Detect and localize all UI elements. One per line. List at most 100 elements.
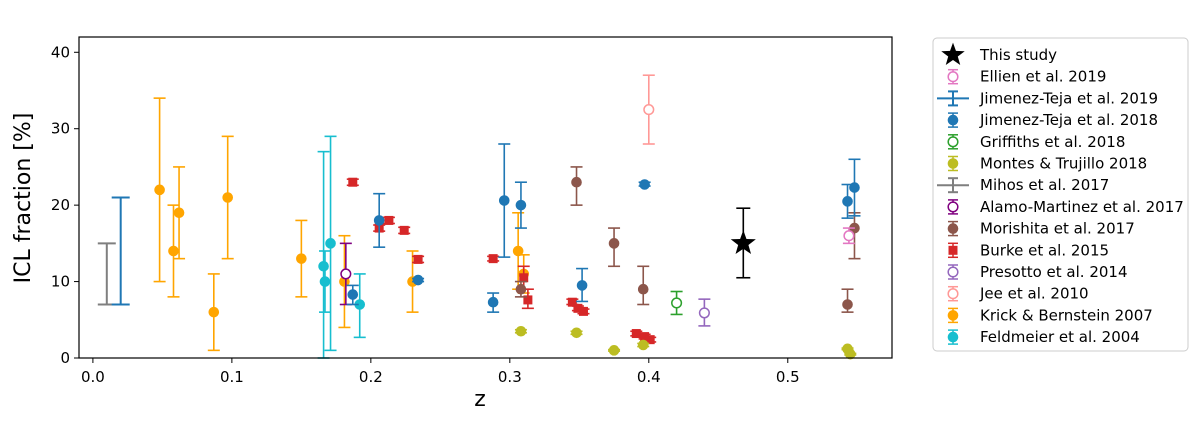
y-tick-label: 10 — [51, 273, 70, 291]
legend-marker — [947, 266, 959, 278]
x-axis: 0.0 0.1 0.2 0.3 0.4 0.5 — [81, 358, 800, 386]
legend-label: Morishita et al. 2017 — [980, 220, 1135, 238]
data-point — [512, 245, 524, 257]
legend-marker — [947, 158, 959, 169]
legend-entry-burke-et-al-2015: Burke et al. 2015 — [948, 241, 1109, 259]
legend-entry-morishita-et-al-2017: Morishita et al. 2017 — [947, 220, 1135, 238]
legend-marker — [947, 114, 959, 126]
legend-label: Mihos et al. 2017 — [980, 176, 1109, 194]
data-point — [608, 238, 620, 249]
data-point — [347, 289, 359, 300]
x-tick-label: 0.2 — [359, 368, 383, 386]
data-point — [413, 254, 423, 264]
legend-box — [932, 37, 1189, 352]
data-point — [296, 253, 307, 264]
series-jimenez-teja-et-al-2019 — [111, 196, 130, 306]
data-point — [845, 348, 856, 360]
data-point — [318, 260, 329, 272]
legend-entry-alamo-martinez-et-al-2017: Alamo-Martinez et al. 2017 — [947, 198, 1184, 216]
data-point — [567, 297, 577, 307]
legend-marker — [947, 310, 959, 321]
data-point — [384, 215, 394, 225]
data-point — [168, 245, 179, 257]
data-point — [571, 176, 582, 188]
data-point — [154, 184, 165, 196]
legend-entry-mihos-et-al-2017: Mihos et al. 2017 — [937, 176, 1109, 194]
legend-label: Krick & Bernstein 2007 — [980, 306, 1153, 324]
data-point — [515, 199, 527, 211]
series-griffiths-et-al-2018 — [670, 290, 683, 316]
data-point — [399, 225, 409, 235]
data-point — [578, 306, 588, 316]
data-point — [698, 307, 710, 319]
legend-entry-griffiths-et-al-2018: Griffiths et al. 2018 — [947, 133, 1125, 151]
legend-entry-ellien-et-al-2019: Ellien et al. 2019 — [947, 68, 1106, 86]
data-point — [523, 295, 533, 305]
plot-marks — [97, 74, 861, 360]
y-tick-label: 30 — [51, 120, 70, 138]
legend-marker — [947, 201, 959, 213]
x-axis-title: z — [474, 387, 486, 412]
data-point — [519, 273, 529, 283]
series-burke-et-al-2015 — [346, 177, 657, 345]
data-point — [515, 325, 527, 337]
series-jee-et-al-2010 — [642, 74, 655, 145]
legend-marker — [947, 288, 959, 300]
series-morishita-et-al-2017 — [514, 166, 861, 313]
legend-marker — [947, 71, 959, 83]
data-point — [412, 274, 424, 286]
data-point — [515, 283, 527, 295]
legend-entry-jimenez-teja-et-al-2018: Jimenez-Teja et al. 2018 — [947, 111, 1158, 129]
data-point — [643, 104, 655, 116]
data-point — [730, 230, 756, 255]
x-tick-label: 0.4 — [637, 368, 661, 386]
legend-entry-jee-et-al-2010: Jee et al. 2010 — [947, 285, 1089, 303]
data-point — [576, 280, 588, 291]
legend-label: Alamo-Martinez et al. 2017 — [980, 198, 1184, 216]
data-point — [849, 182, 860, 193]
legend-label: Montes & Trujillo 2018 — [980, 155, 1147, 173]
series-montes-trujillo-2018 — [514, 325, 857, 360]
series-jimenez-teja-et-al-2018 — [346, 143, 861, 313]
legend-label: Jee et al. 2010 — [979, 285, 1089, 303]
legend-entry-krick-bernstein-2007: Krick & Bernstein 2007 — [947, 306, 1153, 324]
legend-label: Griffiths et al. 2018 — [980, 133, 1125, 151]
series-this-study — [730, 207, 756, 279]
legend-marker — [948, 245, 958, 255]
data-point — [639, 179, 650, 190]
legend-label: Jimenez-Teja et al. 2018 — [979, 111, 1158, 129]
legend: This study Ellien et al. 2019 Jimenez-Teja… — [932, 37, 1189, 352]
data-point — [340, 268, 352, 280]
legend-marker — [941, 42, 965, 65]
data-point — [498, 195, 510, 206]
series-presotto-et-al-2014 — [698, 298, 711, 327]
data-point — [631, 329, 641, 339]
x-tick-label: 0.0 — [81, 368, 105, 386]
data-point — [487, 296, 499, 308]
legend-label: Jimenez-Teja et al. 2019 — [979, 89, 1158, 107]
y-tick-label: 20 — [51, 196, 70, 214]
data-point — [671, 297, 683, 309]
data-point — [843, 230, 855, 242]
x-tick-label: 0.3 — [498, 368, 522, 386]
data-point — [173, 207, 185, 219]
legend-entry-this-study: This study — [941, 42, 1057, 65]
y-tick-label: 40 — [51, 43, 70, 61]
series-alamo-martinez-et-al-2017 — [339, 242, 352, 306]
data-point — [373, 215, 385, 226]
data-point — [608, 345, 620, 356]
series-ellien-et-al-2019 — [842, 227, 855, 245]
legend-marker — [947, 331, 959, 343]
legend-entry-jimenez-teja-et-al-2019: Jimenez-Teja et al. 2019 — [937, 89, 1158, 107]
data-point — [319, 276, 331, 287]
legend-entry-feldmeier-et-al-2004: Feldmeier et al. 2004 — [947, 328, 1140, 346]
data-point — [488, 254, 498, 264]
data-point — [348, 177, 358, 187]
y-axis-title: ICL fraction [%] — [11, 113, 36, 284]
data-point — [637, 283, 649, 295]
x-tick-label: 0.5 — [776, 368, 800, 386]
legend-marker — [947, 223, 959, 234]
legend-label: Presotto et al. 2014 — [980, 263, 1128, 281]
y-axis: 0 10 20 30 40 — [51, 43, 79, 367]
